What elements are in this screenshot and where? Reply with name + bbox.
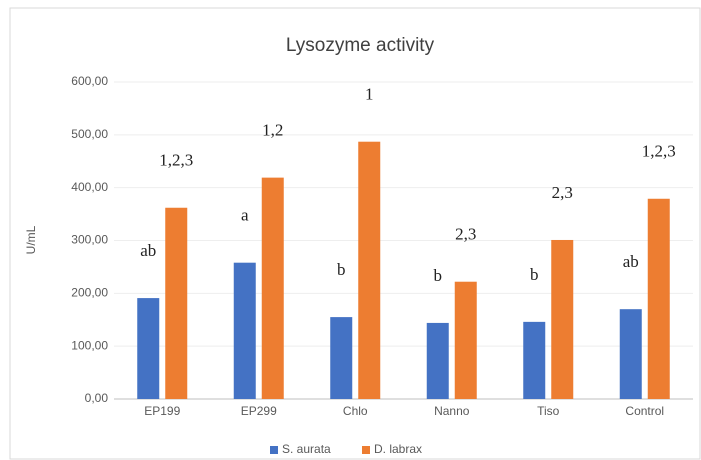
- y-tick-label: 0,00: [85, 391, 109, 405]
- bar: [551, 239, 574, 399]
- legend-swatch: [362, 446, 370, 454]
- bar: [261, 177, 284, 399]
- annotation: ab: [623, 252, 639, 271]
- bar: [647, 198, 670, 399]
- legend-label: S. aurata: [282, 442, 331, 456]
- annotation: b: [530, 265, 539, 284]
- annotation: a: [241, 206, 249, 225]
- bar: [426, 322, 449, 399]
- x-tick-label: Nanno: [434, 404, 470, 418]
- annotation: ab: [140, 241, 156, 260]
- y-tick-label: 600,00: [71, 74, 108, 88]
- x-tick-label: Control: [625, 404, 664, 418]
- chart-title: Lysozyme activity: [286, 35, 435, 56]
- y-tick-label: 200,00: [71, 286, 108, 300]
- x-tick-label: Tiso: [537, 404, 560, 418]
- annotation: 1,2,3: [642, 142, 676, 161]
- annotation: b: [337, 260, 346, 279]
- annotation: b: [434, 266, 443, 285]
- annotation: 1,2,3: [159, 151, 193, 170]
- bar: [523, 321, 546, 399]
- x-tick-label: EP299: [241, 404, 277, 418]
- annotation: 1,2: [262, 121, 283, 140]
- bar: [233, 262, 256, 399]
- y-tick-label: 100,00: [71, 338, 108, 352]
- y-tick-label: 500,00: [71, 127, 108, 141]
- y-tick-label: 400,00: [71, 180, 108, 194]
- bar: [330, 317, 353, 399]
- bar: [619, 309, 642, 399]
- chart-frame: [9, 7, 701, 460]
- bar: [454, 281, 477, 399]
- bar: [165, 207, 188, 399]
- bar: [137, 298, 160, 399]
- bar: [358, 141, 381, 399]
- legend-label: D. labrax: [374, 442, 422, 456]
- y-axis-label: U/mL: [24, 225, 38, 254]
- x-tick-label: Chlo: [343, 404, 368, 418]
- annotation: 2,3: [552, 183, 573, 202]
- annotation: 2,3: [455, 225, 476, 244]
- y-tick-label: 300,00: [71, 233, 108, 247]
- annotation: 1: [365, 85, 374, 104]
- legend-swatch: [270, 446, 278, 454]
- x-tick-label: EP199: [144, 404, 180, 418]
